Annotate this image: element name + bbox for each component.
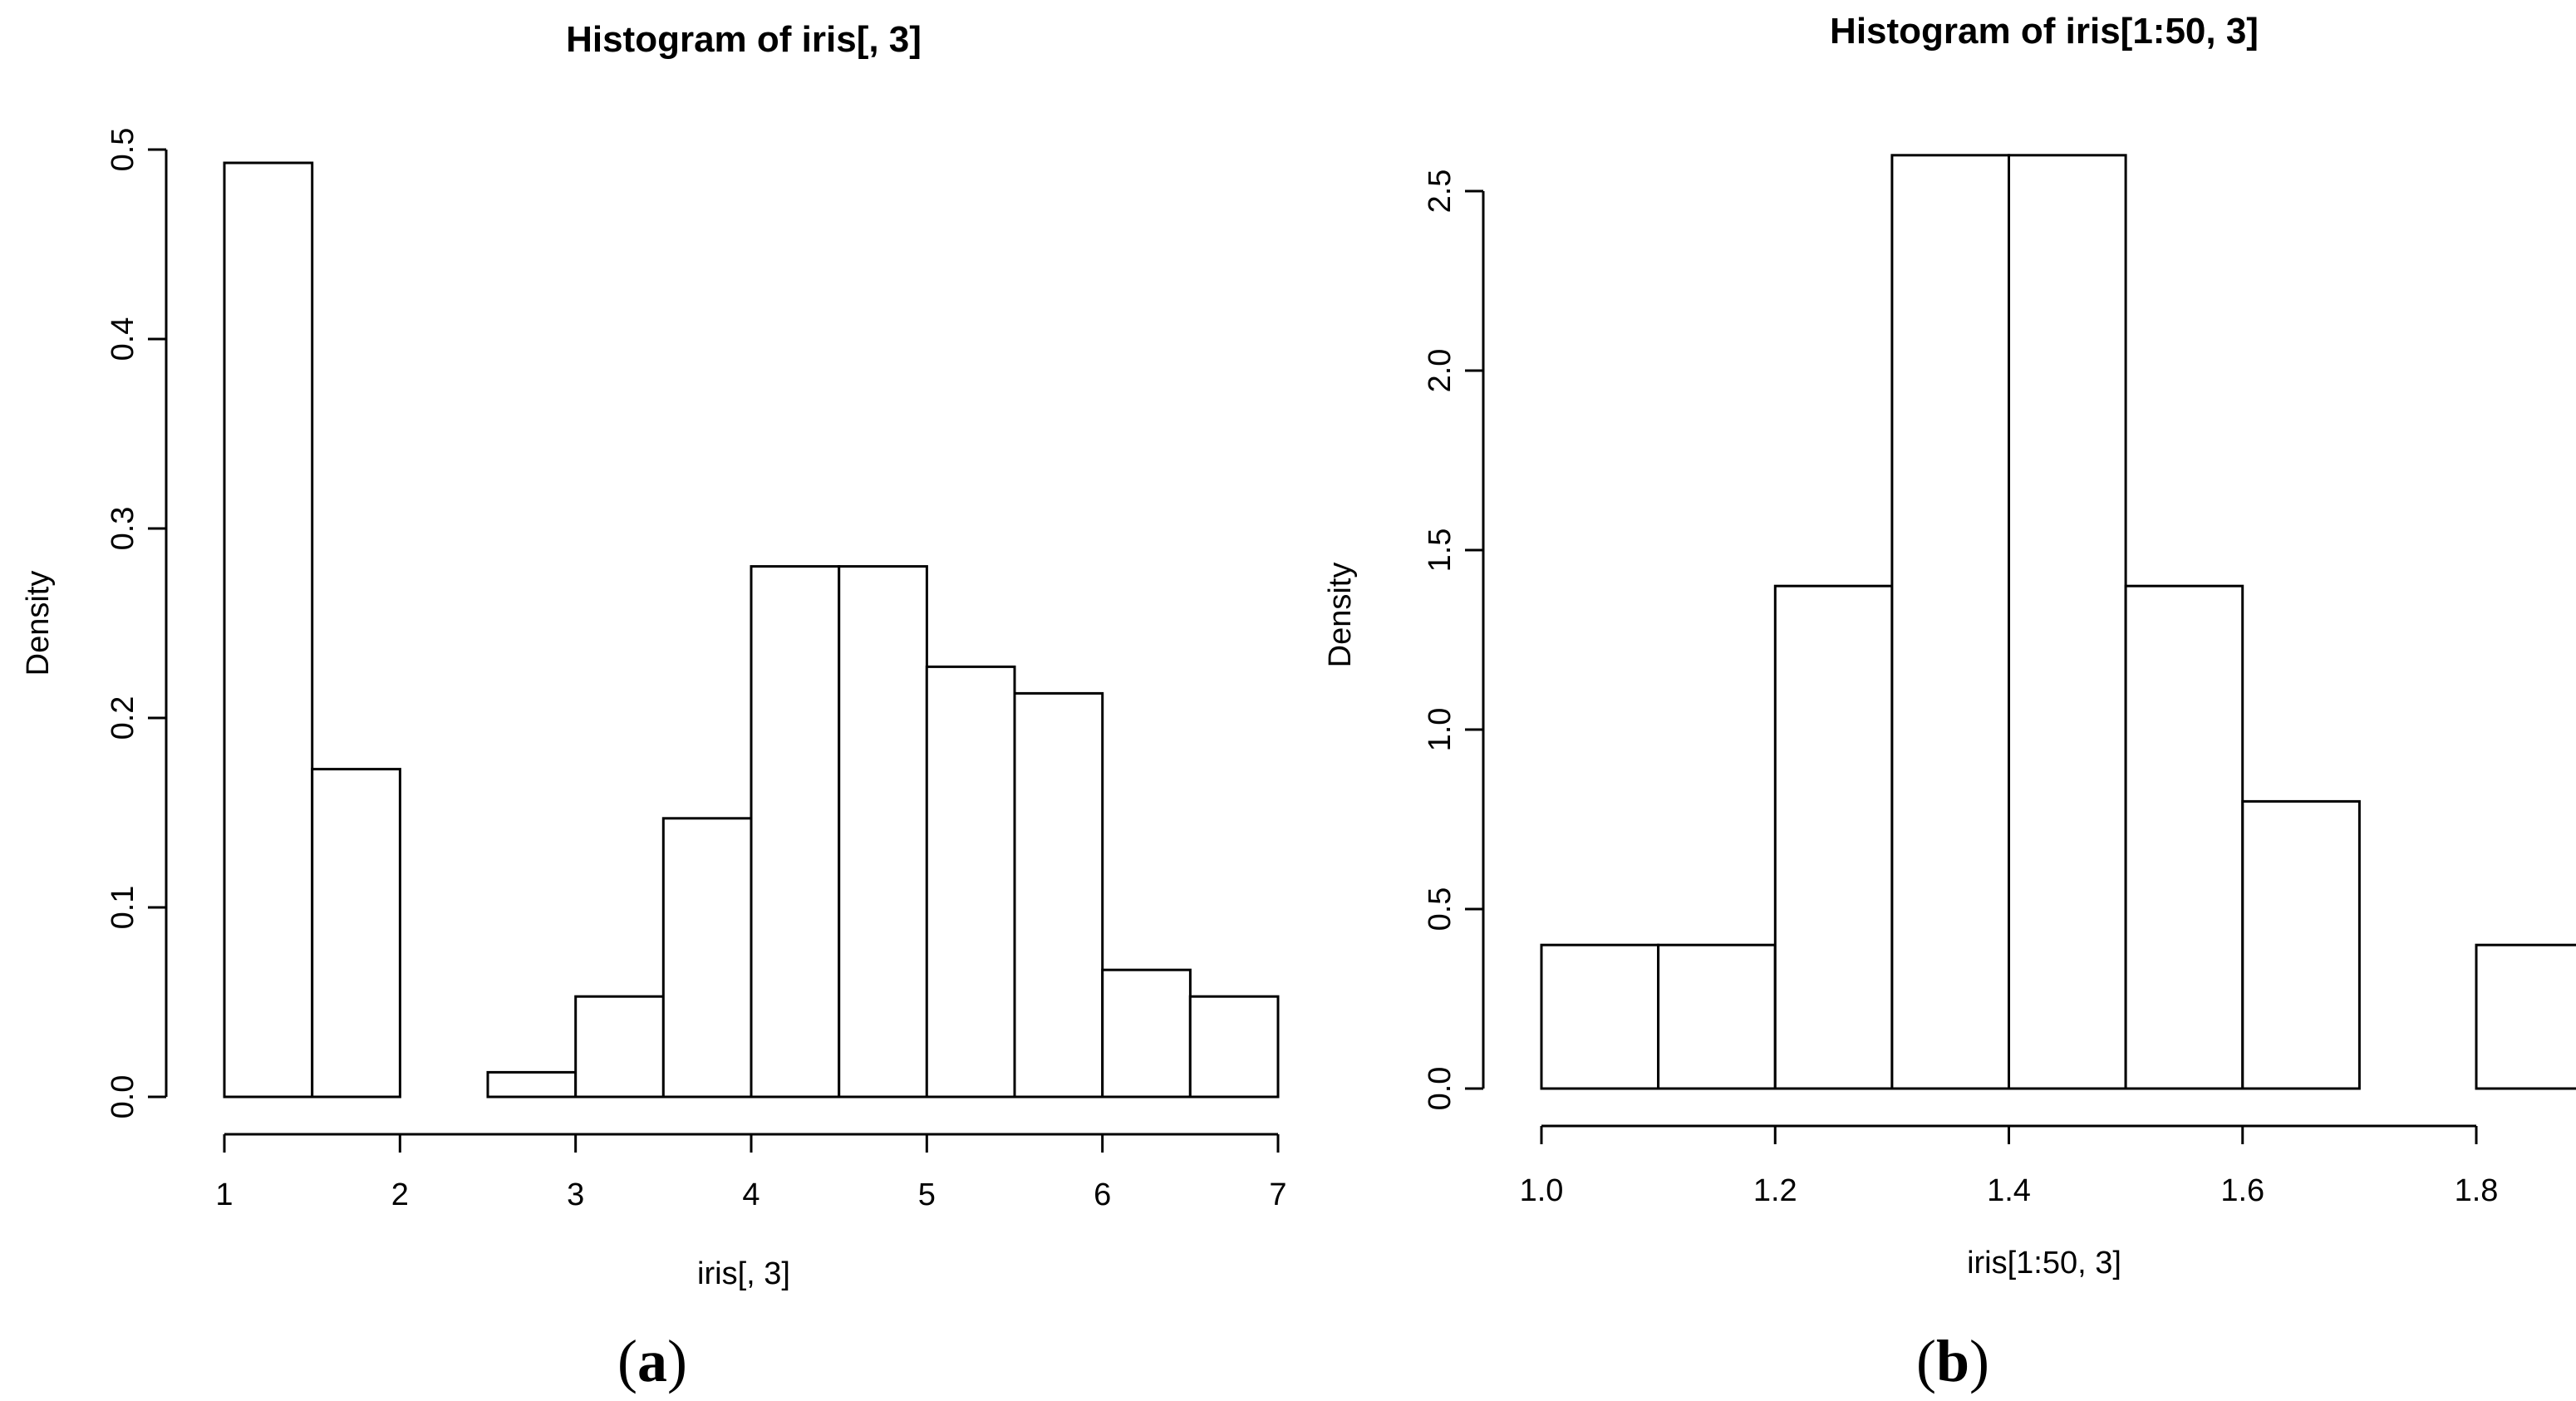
y-tick-label: 0.4 — [106, 317, 140, 361]
histogram-bar — [223, 161, 314, 1099]
histogram-bar — [1540, 943, 1660, 1090]
histogram-bar — [2124, 584, 2244, 1090]
histogram-bar — [1188, 995, 1280, 1099]
panel-label-letter-a: a — [637, 1328, 667, 1394]
x-tick-label: 1.0 — [1520, 1173, 1564, 1208]
x-tick-label: 1 — [215, 1177, 233, 1212]
y-axis-b: 0.0 0.5 1.0 1.5 2.0 2.5 — [1423, 170, 1485, 1111]
histogram-bar — [1773, 584, 1894, 1090]
histogram-bar — [2475, 943, 2576, 1090]
bars-group-a — [223, 161, 1280, 1099]
histogram-panel-a: Histogram of iris[, 3] 1 2 3 4 5 6 7 0.0 0.1 0.2… — [21, 19, 1287, 1394]
histogram-bar — [838, 565, 928, 1099]
y-tick-label: 1.5 — [1423, 528, 1458, 573]
histogram-bar — [2008, 154, 2127, 1090]
chart-title-b: Histogram of iris[1:50, 3] — [1830, 11, 2259, 52]
x-tick-label: 1.4 — [1987, 1173, 2031, 1208]
y-tick-label: 0.5 — [106, 128, 140, 172]
x-axis-label-a: iris[, 3] — [697, 1256, 790, 1291]
x-tick-label: 7 — [1269, 1177, 1286, 1212]
y-tick-label: 0.5 — [1423, 887, 1458, 932]
y-tick-label: 2.5 — [1423, 170, 1458, 214]
x-tick-label: 3 — [567, 1177, 584, 1212]
chart-title-a: Histogram of iris[, 3] — [566, 19, 922, 60]
histogram-bar — [1101, 968, 1192, 1099]
y-tick-label: 2.0 — [1423, 349, 1458, 393]
x-tick-label: 4 — [742, 1177, 760, 1212]
y-tick-label: 0.0 — [1423, 1067, 1458, 1111]
histogram-bar — [750, 565, 841, 1099]
histogram-bar — [311, 768, 401, 1099]
bars-group-b — [1540, 154, 2576, 1090]
histogram-bar — [661, 817, 753, 1099]
y-tick-label: 0.2 — [106, 696, 140, 740]
x-axis-label-b: iris[1:50, 3] — [1967, 1246, 2121, 1281]
panel-label-a: (a) — [617, 1328, 687, 1394]
x-axis-b: 1.0 1.2 1.4 1.6 1.8 — [1520, 1124, 2499, 1208]
panel-label-b: (b) — [1916, 1328, 1989, 1394]
y-axis-label-a: Density — [21, 571, 56, 676]
y-tick-label: 1.0 — [1423, 708, 1458, 752]
x-tick-label: 1.8 — [2455, 1173, 2499, 1208]
x-tick-label: 1.6 — [2220, 1173, 2264, 1208]
x-tick-label: 6 — [1094, 1177, 1111, 1212]
y-tick-label: 0.3 — [106, 507, 140, 551]
histogram-bar — [1013, 691, 1104, 1099]
y-axis-a: 0.0 0.1 0.2 0.3 0.4 0.5 — [106, 128, 168, 1119]
histogram-bar — [486, 1070, 578, 1099]
x-axis-a: 1 2 3 4 5 6 7 — [215, 1133, 1287, 1212]
x-tick-label: 5 — [918, 1177, 936, 1212]
histogram-bar — [1657, 943, 1777, 1090]
y-tick-label: 0.0 — [106, 1075, 140, 1119]
histogram-panel-b: Histogram of iris[1:50, 3] 1.0 1.2 1.4 1.6 1… — [1323, 11, 2576, 1394]
x-tick-label: 2 — [391, 1177, 409, 1212]
histogram-bar — [2241, 799, 2361, 1090]
panel-label-letter-b: b — [1936, 1328, 1969, 1394]
histogram-bar — [925, 665, 1016, 1099]
histogram-bar — [1890, 154, 2010, 1090]
y-axis-label-b: Density — [1323, 563, 1358, 668]
y-tick-label: 0.1 — [106, 886, 140, 930]
histogram-bar — [574, 995, 665, 1099]
x-tick-label: 1.2 — [1753, 1173, 1797, 1208]
